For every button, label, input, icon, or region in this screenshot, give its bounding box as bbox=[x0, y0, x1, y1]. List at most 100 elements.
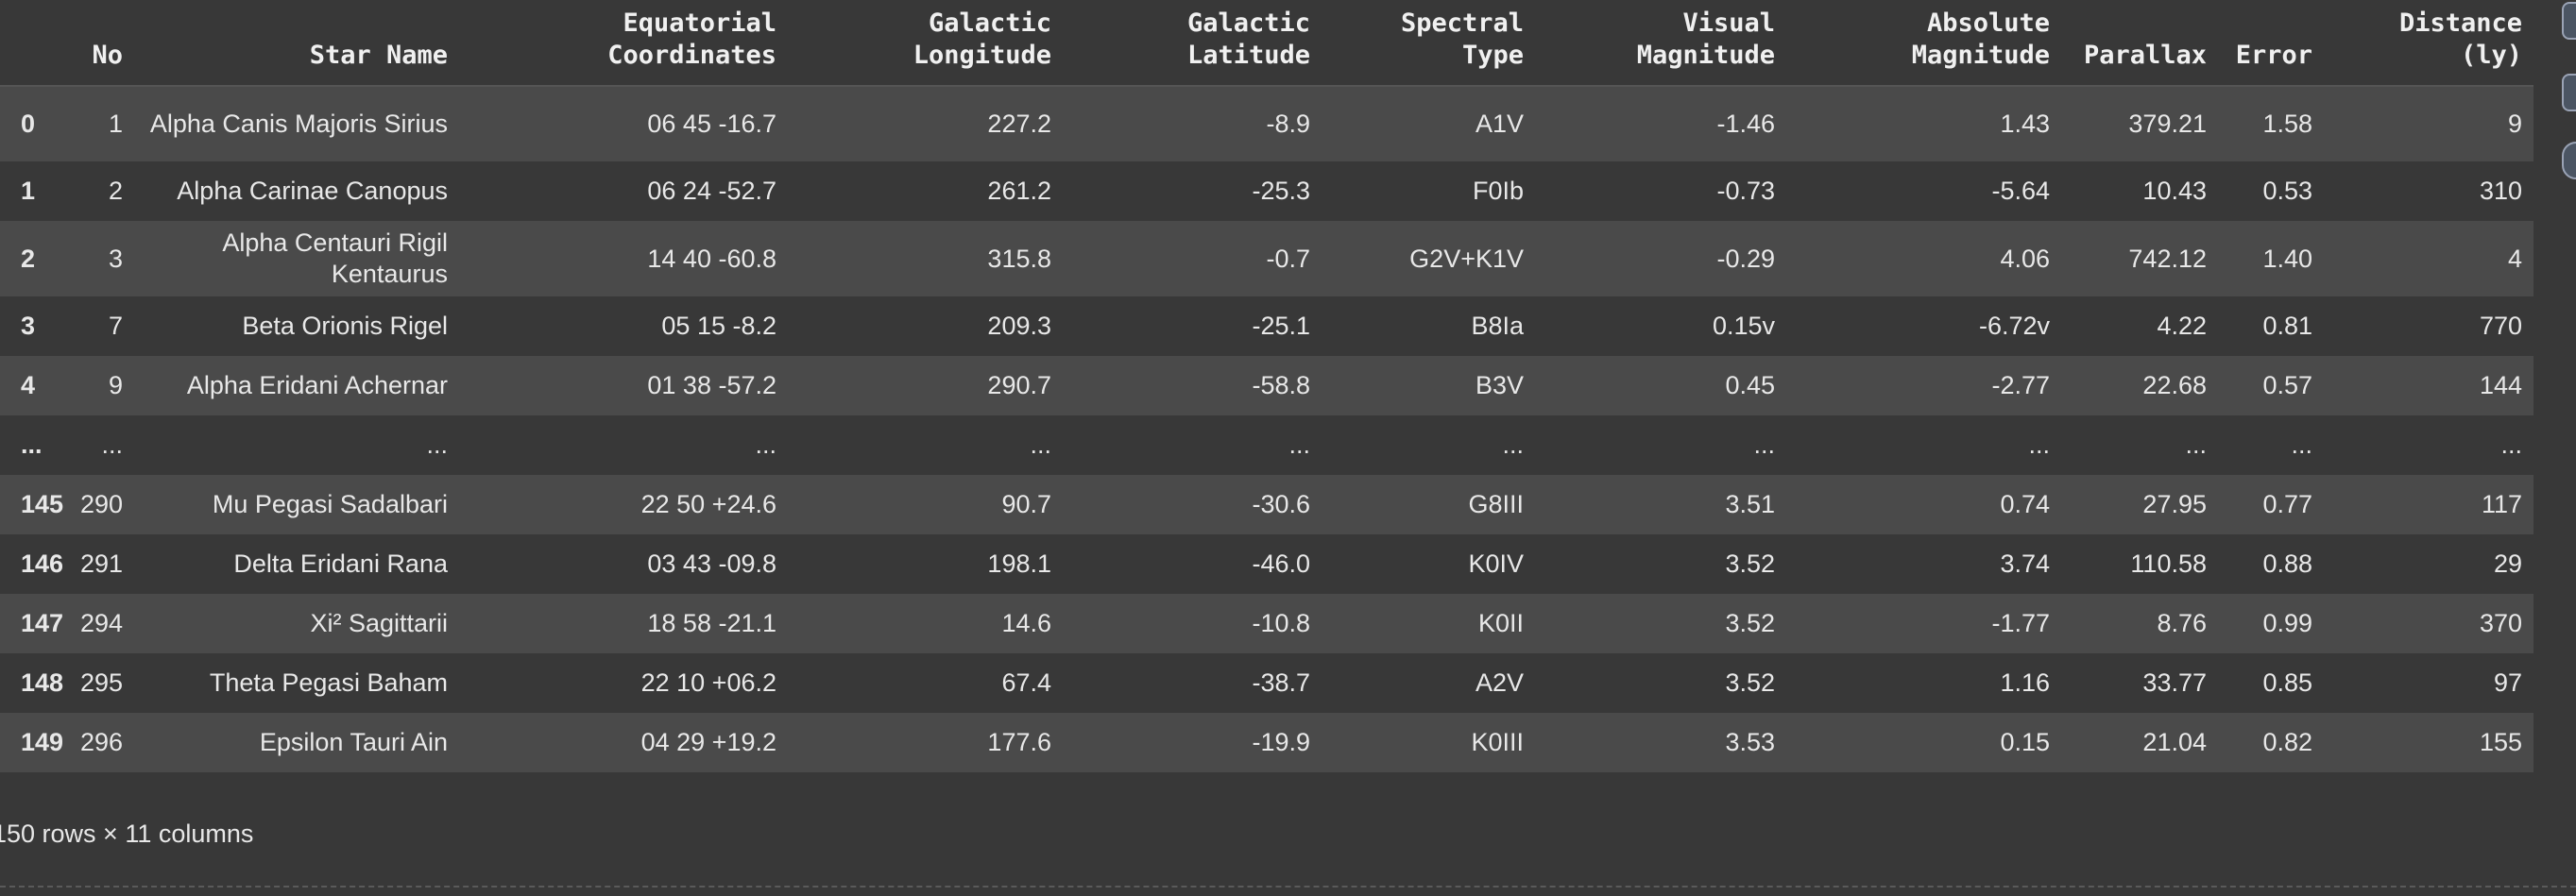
table-cell: Delta Eridani Rana bbox=[233, 549, 448, 578]
table-row: 4 9 Alpha Eridani Achernar 01 38 -57.2 290.7… bbox=[0, 356, 2533, 415]
table-cell: 295 bbox=[79, 668, 123, 697]
table-cell: ... bbox=[1502, 431, 1524, 459]
column-header: Absolute Magnitude bbox=[1786, 0, 2061, 87]
table-cell: 05 15 -8.2 bbox=[661, 312, 776, 340]
table-cell: -0.29 bbox=[1716, 244, 1775, 273]
table-cell: 155 bbox=[2479, 728, 2522, 756]
row-count-summary: 150 rows × 11 columns bbox=[0, 820, 261, 849]
table-cell: 198.1 bbox=[987, 549, 1051, 578]
row-index: 148 bbox=[21, 668, 64, 697]
table-body: 0 1 Alpha Canis Majoris Sirius 06 45 -16.7 2… bbox=[0, 86, 2533, 772]
table-cell: 3.52 bbox=[1725, 609, 1775, 637]
table-cell: 296 bbox=[79, 728, 123, 756]
table-cell: 370 bbox=[2479, 609, 2522, 637]
table-cell: ... bbox=[2291, 431, 2312, 459]
column-header: No bbox=[66, 0, 134, 87]
output-toolbar bbox=[2562, 0, 2576, 189]
table-cell: 177.6 bbox=[987, 728, 1051, 756]
table-cell: 290.7 bbox=[987, 371, 1051, 399]
table-cell: 291 bbox=[79, 549, 123, 578]
copy-icon[interactable] bbox=[2562, 74, 2576, 111]
table-cell: 0.82 bbox=[2262, 728, 2312, 756]
row-index: 2 bbox=[21, 244, 36, 273]
table-cell: K0IV bbox=[1468, 549, 1524, 578]
table-cell: 9 bbox=[108, 371, 123, 399]
table-cell: F0Ib bbox=[1472, 177, 1524, 205]
table-cell: 27.95 bbox=[2142, 490, 2207, 518]
table-cell: 4.22 bbox=[2157, 312, 2207, 340]
table-cell: 29 bbox=[2493, 549, 2522, 578]
row-index: 3 bbox=[21, 312, 36, 340]
table-cell: 10.43 bbox=[2142, 177, 2207, 205]
table-cell: 0.45 bbox=[1725, 371, 1775, 399]
table-cell: 0.99 bbox=[2262, 609, 2312, 637]
table-cell: Mu Pegasi Sadalbari bbox=[212, 490, 448, 518]
table-cell: -1.46 bbox=[1716, 110, 1775, 138]
table-cell: 379.21 bbox=[2128, 110, 2207, 138]
table-cell: -25.1 bbox=[1252, 312, 1310, 340]
table-cell: Alpha Centauri Rigil Kentaurus bbox=[222, 228, 448, 288]
table-cell: 0.81 bbox=[2262, 312, 2312, 340]
table-cell: 7 bbox=[108, 312, 123, 340]
index-header bbox=[0, 0, 66, 87]
table-cell: B3V bbox=[1475, 371, 1524, 399]
table-cell: 227.2 bbox=[987, 110, 1051, 138]
column-header: Galactic Latitude bbox=[1063, 0, 1322, 87]
table-view-icon[interactable] bbox=[2562, 2, 2576, 40]
table-cell: 22 50 +24.6 bbox=[640, 490, 776, 518]
table-cell: -5.64 bbox=[1991, 177, 2050, 205]
table-cell: -58.8 bbox=[1252, 371, 1310, 399]
table-row: 148 295 Theta Pegasi Baham 22 10 +06.2 67.4 -… bbox=[0, 653, 2533, 713]
table-cell: Alpha Canis Majoris Sirius bbox=[149, 110, 448, 138]
dataframe-output: No Star Name Equatorial Coordinates Galacti… bbox=[0, 0, 2533, 772]
table-cell: K0II bbox=[1477, 609, 1524, 637]
table-cell: 1.43 bbox=[2000, 110, 2050, 138]
table-row: 145 290 Mu Pegasi Sadalbari 22 50 +24.6 90.7… bbox=[0, 475, 2533, 534]
table-header: No Star Name Equatorial Coordinates Galacti… bbox=[0, 0, 2533, 87]
table-cell: 3.52 bbox=[1725, 549, 1775, 578]
table-cell: 0.88 bbox=[2262, 549, 2312, 578]
table-cell: 117 bbox=[2481, 490, 2522, 518]
table-cell: 0.15 bbox=[2000, 728, 2050, 756]
column-header: Visual Magnitude bbox=[1535, 0, 1786, 87]
row-index: 149 bbox=[21, 728, 64, 756]
row-index: 146 bbox=[21, 549, 64, 578]
table-cell: -19.9 bbox=[1252, 728, 1310, 756]
column-header: Galactic Longitude bbox=[788, 0, 1063, 87]
table-cell: Theta Pegasi Baham bbox=[209, 668, 448, 697]
table-cell: 0.15v bbox=[1712, 312, 1775, 340]
table-cell: ... bbox=[2185, 431, 2207, 459]
table-cell: 294 bbox=[79, 609, 123, 637]
table-cell: -0.73 bbox=[1716, 177, 1775, 205]
table-cell: 67.4 bbox=[1001, 668, 1051, 697]
table-row: 147 294 Xi² Sagittarii 18 58 -21.1 14.6 -10.8… bbox=[0, 594, 2533, 653]
table-cell: 22.68 bbox=[2142, 371, 2207, 399]
table-cell: ... bbox=[101, 431, 123, 459]
table-row: 2 3 Alpha Centauri Rigil Kentaurus 14 40 -6… bbox=[0, 221, 2533, 296]
table-cell: -6.72v bbox=[1978, 312, 2050, 340]
table-cell: -1.77 bbox=[1991, 609, 2050, 637]
table-cell: ... bbox=[2028, 431, 2050, 459]
table-cell: 0.53 bbox=[2262, 177, 2312, 205]
table-cell: Xi² Sagittarii bbox=[310, 609, 448, 637]
table-cell: 0.57 bbox=[2262, 371, 2312, 399]
table-cell: 3.53 bbox=[1725, 728, 1775, 756]
table-cell: 315.8 bbox=[987, 244, 1051, 273]
table-cell: -8.9 bbox=[1266, 110, 1310, 138]
column-header: Equatorial Coordinates bbox=[459, 0, 788, 87]
table-cell: 97 bbox=[2493, 668, 2522, 697]
magic-icon[interactable] bbox=[2562, 142, 2576, 179]
cell-divider bbox=[0, 886, 2576, 888]
table-cell: 770 bbox=[2479, 312, 2522, 340]
table-cell: ... bbox=[2500, 431, 2522, 459]
table-row: 149 296 Epsilon Tauri Ain 04 29 +19.2 177.6 -… bbox=[0, 713, 2533, 772]
table-cell: Alpha Carinae Canopus bbox=[177, 177, 448, 205]
table-cell: 06 24 -52.7 bbox=[647, 177, 776, 205]
table-cell: 1.16 bbox=[2000, 668, 2050, 697]
column-header: Parallax bbox=[2061, 0, 2218, 87]
table-row: 146 291 Delta Eridani Rana 03 43 -09.8 198.1… bbox=[0, 534, 2533, 594]
table-cell: 14 40 -60.8 bbox=[647, 244, 776, 273]
table-cell: 33.77 bbox=[2142, 668, 2207, 697]
table-cell: G8III bbox=[1468, 490, 1524, 518]
table-row: 1 2 Alpha Carinae Canopus 06 24 -52.7 261.2 -… bbox=[0, 161, 2533, 221]
